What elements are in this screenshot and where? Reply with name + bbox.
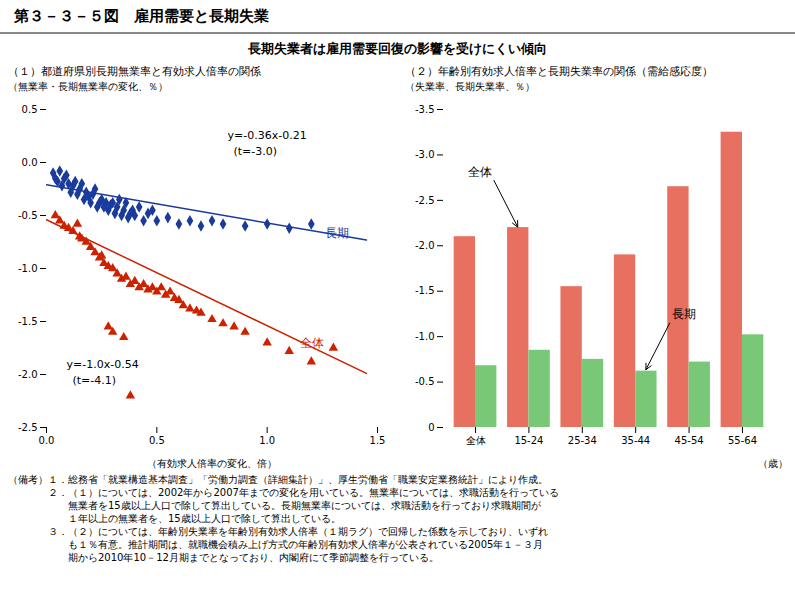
html-text:３．（２）については、年齢別失業率を年齢別有効求人倍率（１期: ３．（２）については、年齢別失業率を年齢別有効求人倍率（１期ラグ）で回帰した係数… bbox=[8, 526, 548, 537]
svg-text:長期: 長期 bbox=[672, 307, 696, 321]
svg-text:35-44: 35-44 bbox=[621, 435, 650, 446]
svg-text:-1.0: -1.0 bbox=[415, 331, 435, 342]
svg-text:y=-1.0x-0.54: y=-1.0x-0.54 bbox=[67, 358, 139, 371]
svg-text:-3.0: -3.0 bbox=[415, 149, 435, 160]
svg-text:-2.5: -2.5 bbox=[415, 195, 435, 206]
svg-text:1.0: 1.0 bbox=[259, 435, 275, 446]
svg-text:-0.5: -0.5 bbox=[415, 376, 435, 387]
svg-text:全体: 全体 bbox=[468, 165, 492, 179]
svg-text:長期: 長期 bbox=[325, 226, 349, 240]
svg-text:-2.5: -2.5 bbox=[18, 422, 38, 433]
svg-text:-1.0: -1.0 bbox=[18, 263, 38, 274]
svg-text:（有効求人倍率の変化、倍）: （有効求人倍率の変化、倍） bbox=[147, 458, 277, 469]
svg-text:0.5: 0.5 bbox=[22, 104, 38, 115]
html-text:（備考）１．総務省「就業構造基本調査」「労働力調査（詳細集計: （備考）１．総務省「就業構造基本調査」「労働力調査（詳細集計）」、厚生労働省「職… bbox=[8, 474, 548, 485]
svg-text:25-34: 25-34 bbox=[568, 435, 597, 446]
svg-text:45-54: 45-54 bbox=[675, 435, 704, 446]
html-text:（１）都道府県別長期無業率と有効求人倍率の関係: （１）都道府県別長期無業率と有効求人倍率の関係 bbox=[8, 65, 261, 78]
svg-text:0.0: 0.0 bbox=[22, 157, 38, 168]
svg-text:-1.5: -1.5 bbox=[18, 316, 38, 327]
svg-text:（失業率、長期失業率、％）: （失業率、長期失業率、％） bbox=[405, 81, 535, 92]
svg-text:-2.0: -2.0 bbox=[18, 369, 38, 380]
svg-text:-0.5: -0.5 bbox=[18, 210, 38, 221]
svg-text:（無業率・長期無業率の変化、％）: （無業率・長期無業率の変化、％） bbox=[8, 81, 168, 92]
html-text:（２）年齢別有効求人倍率と長期失業率の関係（需給感応度）: （２）年齢別有効求人倍率と長期失業率の関係（需給感応度） bbox=[405, 65, 713, 78]
svg-text:全体: 全体 bbox=[466, 435, 486, 446]
svg-text:y=-0.36x-0.21: y=-0.36x-0.21 bbox=[228, 129, 307, 142]
svg-text:15-24: 15-24 bbox=[514, 435, 543, 446]
html-text:１年以上の無業者を、15歳以上人口で除して算出している。: １年以上の無業者を、15歳以上人口で除して算出している。 bbox=[8, 513, 341, 524]
svg-text:0: 0 bbox=[428, 422, 434, 433]
svg-text:0.0: 0.0 bbox=[39, 435, 55, 446]
svg-text:(t=-4.1): (t=-4.1) bbox=[73, 374, 117, 387]
svg-text:-1.5: -1.5 bbox=[415, 285, 435, 296]
html-text:第３－３－５図 雇用需要と長期失業: 第３－３－５図 雇用需要と長期失業 bbox=[14, 7, 269, 25]
svg-text:全体: 全体 bbox=[300, 336, 324, 350]
svg-text:1.5: 1.5 bbox=[370, 435, 386, 446]
svg-text:（歳）: （歳） bbox=[758, 458, 788, 469]
html-text:も１％有意。推計期間は、就職機会積み上げ方式の年齢別有効求人: も１％有意。推計期間は、就職機会積み上げ方式の年齢別有効求人倍率が公表されている… bbox=[8, 539, 544, 550]
svg-text:(t=-3.0): (t=-3.0) bbox=[234, 145, 278, 158]
html-text:２．（１）については、2002年から2007年までの変化を用: ２．（１）については、2002年から2007年までの変化を用いている。無業率につ… bbox=[8, 487, 559, 498]
svg-text:0.5: 0.5 bbox=[149, 435, 165, 446]
svg-text:55-64: 55-64 bbox=[728, 435, 757, 446]
html-text:長期失業者は雇用需要回復の影響を受けにくい傾向: 長期失業者は雇用需要回復の影響を受けにくい傾向 bbox=[248, 41, 547, 56]
html-text:期から2010年10－12月期までとなっており、内閣府にて季: 期から2010年10－12月期までとなっており、内閣府にて季節調整を行っている。 bbox=[8, 552, 439, 563]
svg-text:-3.5: -3.5 bbox=[415, 104, 435, 115]
html-text:無業者を15歳以上人口で除して算出している。長期無業率につい: 無業者を15歳以上人口で除して算出している。長期無業率については、求職活動を行っ… bbox=[8, 500, 541, 511]
svg-text:-2.0: -2.0 bbox=[415, 240, 435, 251]
